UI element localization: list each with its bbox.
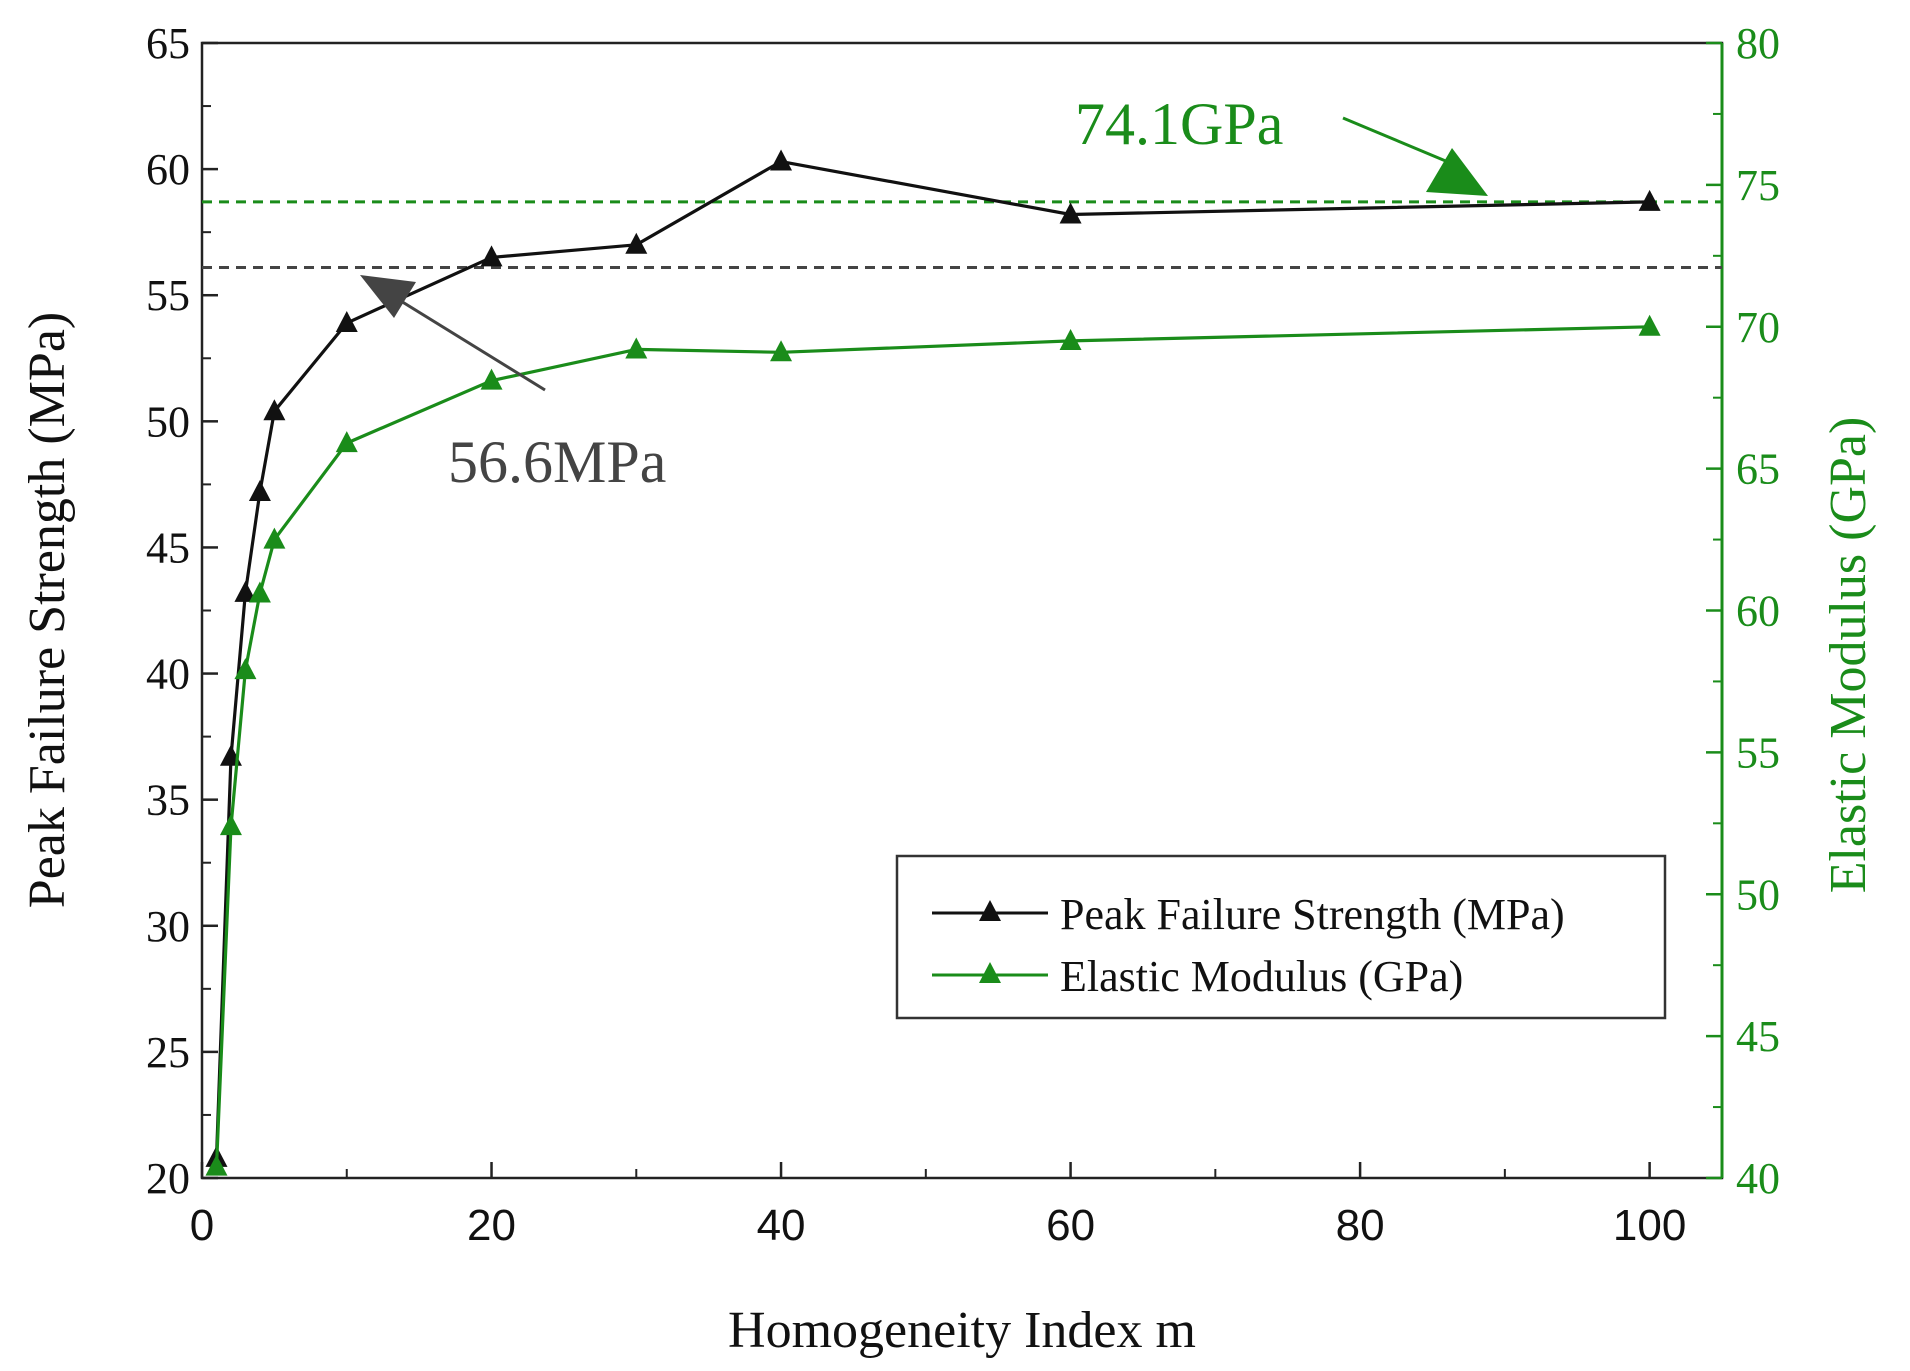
legend-entry-strength: Peak Failure Strength (MPa): [932, 890, 1565, 939]
y-left-tick-label: 45: [146, 523, 190, 572]
y-right-tick-label: 60: [1736, 587, 1780, 636]
y-right-tick-label: 40: [1736, 1154, 1780, 1203]
y-left-tick-label: 55: [146, 271, 190, 320]
legend: Peak Failure Strength (MPa) Elastic Modu…: [895, 854, 1667, 1020]
data-point-modulus: [770, 340, 793, 362]
legend-marker-modulus: [979, 962, 1001, 983]
y-right-tick-label: 70: [1736, 303, 1780, 352]
data-point-modulus: [335, 431, 358, 453]
y-left-tick-label: 60: [146, 145, 190, 194]
data-point-modulus: [234, 658, 257, 680]
data-point-modulus: [480, 368, 503, 390]
y-axis-left-label: Peak Failure Strength (MPa): [19, 312, 76, 908]
data-point-strength: [234, 580, 257, 602]
y-left-tick-label: 35: [146, 776, 190, 825]
y-axis-right: 40 45 50 55 60 65 70 75 80: [1706, 19, 1780, 1203]
y-left-tick-label: 20: [146, 1154, 190, 1203]
x-tick-label: 80: [1336, 1201, 1385, 1250]
legend-label-strength: Peak Failure Strength (MPa): [1060, 890, 1565, 939]
y-right-tick-label: 75: [1736, 161, 1780, 210]
data-point-strength: [625, 232, 648, 254]
x-axis: 0 20 40 60 80 100: [190, 1162, 1686, 1250]
y-right-tick-label: 50: [1736, 870, 1780, 919]
y-right-tick-label: 80: [1736, 19, 1780, 68]
annotation-modulus: 74.1GPa: [1075, 91, 1488, 196]
data-point-strength: [335, 310, 358, 332]
x-tick-label: 0: [190, 1201, 214, 1250]
reference-lines: [202, 200, 1722, 269]
data-point-strength: [1059, 202, 1082, 224]
y-left-tick-label: 50: [146, 397, 190, 446]
data-point-modulus: [1638, 314, 1661, 336]
x-axis-label: Homogeneity Index m: [728, 1302, 1196, 1359]
y-axis-left: 20 25 30 35 40 45 50 55 60 65: [146, 19, 218, 1203]
annotation-strength: 56.6MPa: [360, 275, 666, 495]
data-point-strength: [770, 149, 793, 171]
x-tick-label: 20: [467, 1201, 516, 1250]
x-tick-label: 60: [1046, 1201, 1095, 1250]
x-tick-label: 40: [757, 1201, 806, 1250]
y-left-tick-label: 25: [146, 1028, 190, 1077]
x-tick-label: 100: [1613, 1201, 1686, 1250]
annotation-modulus-arrowhead: [1426, 148, 1488, 196]
data-point-modulus: [1059, 328, 1082, 350]
data-point-modulus: [248, 581, 271, 603]
series-line-modulus: [214, 325, 1650, 1167]
data-point-strength: [248, 479, 271, 501]
y-axis-right-label: Elastic Modulus (GPa): [1820, 417, 1877, 894]
y-right-tick-label: 45: [1736, 1012, 1780, 1061]
y-right-tick-label: 55: [1736, 728, 1780, 777]
annotation-modulus-label: 74.1GPa: [1075, 91, 1283, 157]
y-left-tick-label: 30: [146, 902, 190, 951]
legend-label-modulus: Elastic Modulus (GPa): [1060, 952, 1463, 1001]
data-point-modulus: [205, 1154, 228, 1176]
annotation-strength-label: 56.6MPa: [448, 429, 666, 495]
data-point-modulus: [625, 337, 648, 359]
annotation-strength-arrowhead: [360, 275, 416, 318]
data-point-strength: [480, 245, 503, 267]
legend-entry-modulus: Elastic Modulus (GPa): [932, 952, 1463, 1001]
legend-marker-strength: [979, 900, 1001, 921]
series-layer: [205, 149, 1661, 1176]
data-point-strength: [263, 399, 286, 421]
y-left-tick-label: 40: [146, 650, 190, 699]
data-point-modulus: [219, 814, 242, 836]
y-left-tick-label: 65: [146, 19, 190, 68]
y-right-tick-label: 65: [1736, 445, 1780, 494]
data-point-modulus: [263, 527, 286, 549]
data-point-strength: [1638, 189, 1661, 211]
